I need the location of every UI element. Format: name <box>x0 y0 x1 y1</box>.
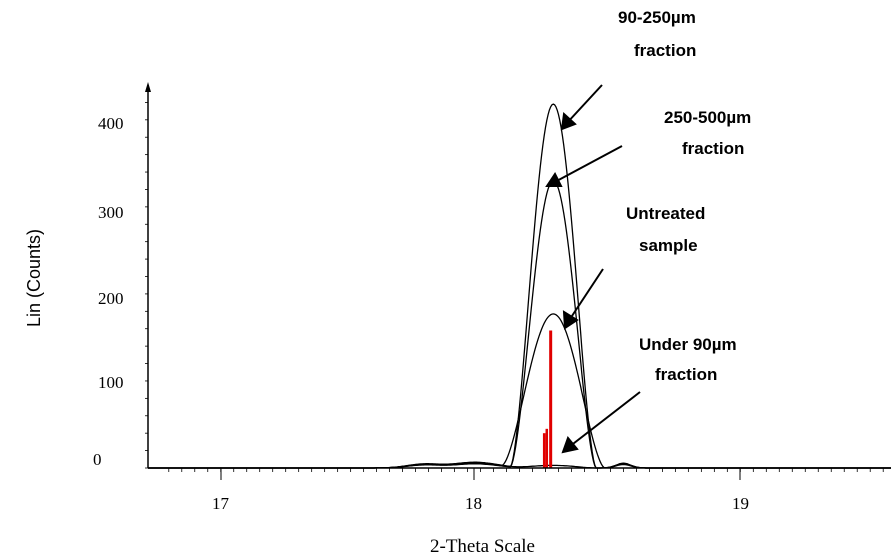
arrow-under90-head <box>561 435 579 454</box>
series-curve-1 <box>148 179 891 469</box>
y-tick-label-300: 300 <box>98 203 124 222</box>
annotation-arrows <box>545 84 641 454</box>
x-axis-label: 2-Theta Scale <box>430 536 535 557</box>
series-curve-2 <box>148 313 891 469</box>
arrow-90-250-head <box>560 111 577 131</box>
annotation-250-500-line2: fraction <box>682 139 744 158</box>
annotation-90-250-line2: fraction <box>634 41 696 60</box>
minor-ticks-group <box>145 102 884 472</box>
series-curve-3 <box>148 461 891 469</box>
annotation-untreated-line2: sample <box>639 236 698 255</box>
arrow-250-500-head <box>545 172 563 187</box>
annotation-under90-line2: fraction <box>655 365 717 384</box>
curves-group <box>148 103 891 469</box>
y-tick-label-400: 400 <box>98 114 124 133</box>
arrow-untreated-head <box>562 310 579 330</box>
annotation-untreated-line1: Untreated <box>626 204 705 223</box>
annotation-under90-line1: Under 90µm <box>639 335 737 354</box>
y-tick-label-100: 100 <box>98 373 124 392</box>
y-tick-label-0: 0 <box>93 450 102 469</box>
y-axis-arrow <box>145 82 151 92</box>
arrow-untreated <box>567 268 604 323</box>
arrow-under90 <box>568 391 641 448</box>
arrow-90-250 <box>565 84 603 125</box>
x-tick-label-19: 19 <box>732 494 749 513</box>
annotation-90-250-line1: 90-250µm <box>618 8 696 27</box>
y-axis-label: Lin (Counts) <box>24 229 44 327</box>
x-tick-label-18: 18 <box>465 494 482 513</box>
x-tick-label-17: 17 <box>212 494 230 513</box>
reference-lines-group <box>542 330 553 468</box>
y-tick-label-200: 200 <box>98 289 124 308</box>
arrow-250-500 <box>552 145 623 184</box>
annotation-250-500-line1: 250-500µm <box>664 108 751 127</box>
